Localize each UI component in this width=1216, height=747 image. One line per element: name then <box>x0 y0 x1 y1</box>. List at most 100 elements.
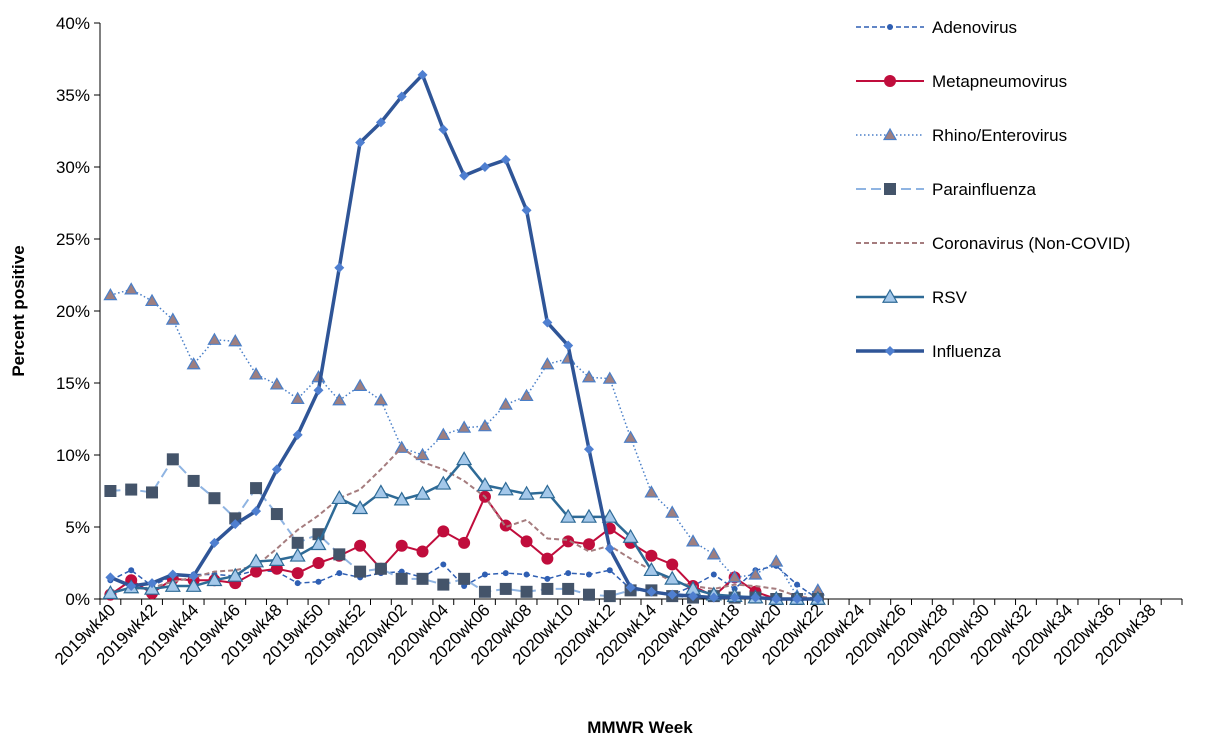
point <box>209 537 220 548</box>
point <box>332 393 347 406</box>
legend-label: Adenovirus <box>932 18 1017 37</box>
point <box>646 586 657 597</box>
point <box>500 154 511 165</box>
point <box>685 534 701 547</box>
legend-label: Coronavirus (Non-COVID) <box>932 234 1130 253</box>
point <box>436 427 451 440</box>
y-tick-label: 10% <box>56 446 90 465</box>
point <box>414 485 431 500</box>
point <box>228 334 243 347</box>
legend-item: Metapneumovirus <box>856 72 1067 91</box>
point <box>354 565 367 578</box>
point <box>373 393 388 406</box>
point <box>250 565 263 578</box>
point <box>478 585 491 598</box>
x-axis-title: MMWR Week <box>587 718 693 737</box>
y-tick-label: 40% <box>56 14 90 33</box>
legend-item: Coronavirus (Non-COVID) <box>856 234 1130 253</box>
legend-marker <box>884 75 896 87</box>
point <box>710 571 717 578</box>
legend-marker <box>882 127 898 141</box>
point <box>645 549 658 562</box>
y-tick-label: 15% <box>56 374 90 393</box>
point <box>125 483 138 496</box>
legend-label: Parainfluenza <box>932 180 1037 199</box>
point <box>606 567 613 574</box>
point <box>102 585 119 600</box>
point <box>147 578 158 589</box>
point <box>457 420 472 433</box>
point <box>334 262 345 273</box>
point <box>144 293 160 307</box>
point <box>604 543 615 554</box>
point <box>520 585 533 598</box>
point <box>479 162 490 172</box>
point <box>563 340 574 351</box>
point <box>313 385 324 396</box>
point <box>541 582 554 595</box>
point <box>269 377 284 390</box>
point <box>706 547 721 560</box>
point <box>540 357 555 370</box>
point <box>396 91 407 102</box>
point <box>103 287 118 301</box>
point <box>727 570 742 583</box>
y-axis-title: Percent positive <box>9 245 28 376</box>
y-tick-label: 35% <box>56 86 90 105</box>
point <box>395 539 408 552</box>
point <box>393 491 410 506</box>
point <box>207 332 222 345</box>
point <box>498 397 513 410</box>
point <box>395 572 408 585</box>
point <box>353 378 368 391</box>
point <box>622 528 639 543</box>
series-line <box>110 446 819 600</box>
point <box>167 569 178 580</box>
point <box>188 570 199 581</box>
y-tick-label: 5% <box>65 518 90 537</box>
point <box>104 485 117 497</box>
point <box>771 594 782 604</box>
point <box>623 430 638 443</box>
point <box>519 388 534 402</box>
legend-item: Influenza <box>856 342 1002 361</box>
point <box>331 489 348 505</box>
point <box>603 590 616 603</box>
point <box>248 553 265 568</box>
point <box>185 577 202 592</box>
point <box>541 552 554 565</box>
point <box>250 482 263 495</box>
point <box>664 570 681 585</box>
legend-marker <box>884 183 896 195</box>
series-line <box>110 288 819 597</box>
point <box>708 592 719 603</box>
legend-item: Parainfluenza <box>856 180 1037 199</box>
point <box>354 539 367 552</box>
point <box>583 444 594 455</box>
point <box>812 594 823 604</box>
series <box>103 282 825 602</box>
point <box>128 567 135 574</box>
point <box>208 492 221 505</box>
y-tick-label: 0% <box>65 590 90 609</box>
point <box>417 69 428 80</box>
legend-marker <box>881 288 899 303</box>
point <box>251 506 262 517</box>
point <box>750 592 761 603</box>
point <box>523 571 530 578</box>
point <box>310 536 327 551</box>
point <box>458 572 471 585</box>
point <box>146 486 159 499</box>
point <box>416 545 429 558</box>
point <box>580 508 598 523</box>
point <box>268 551 285 566</box>
series <box>110 446 819 600</box>
point <box>544 575 551 582</box>
point <box>477 418 492 432</box>
point <box>375 117 386 128</box>
y-tick-label: 30% <box>56 158 90 177</box>
point <box>794 581 801 588</box>
point <box>476 477 493 492</box>
point <box>542 317 553 328</box>
point <box>585 571 592 578</box>
